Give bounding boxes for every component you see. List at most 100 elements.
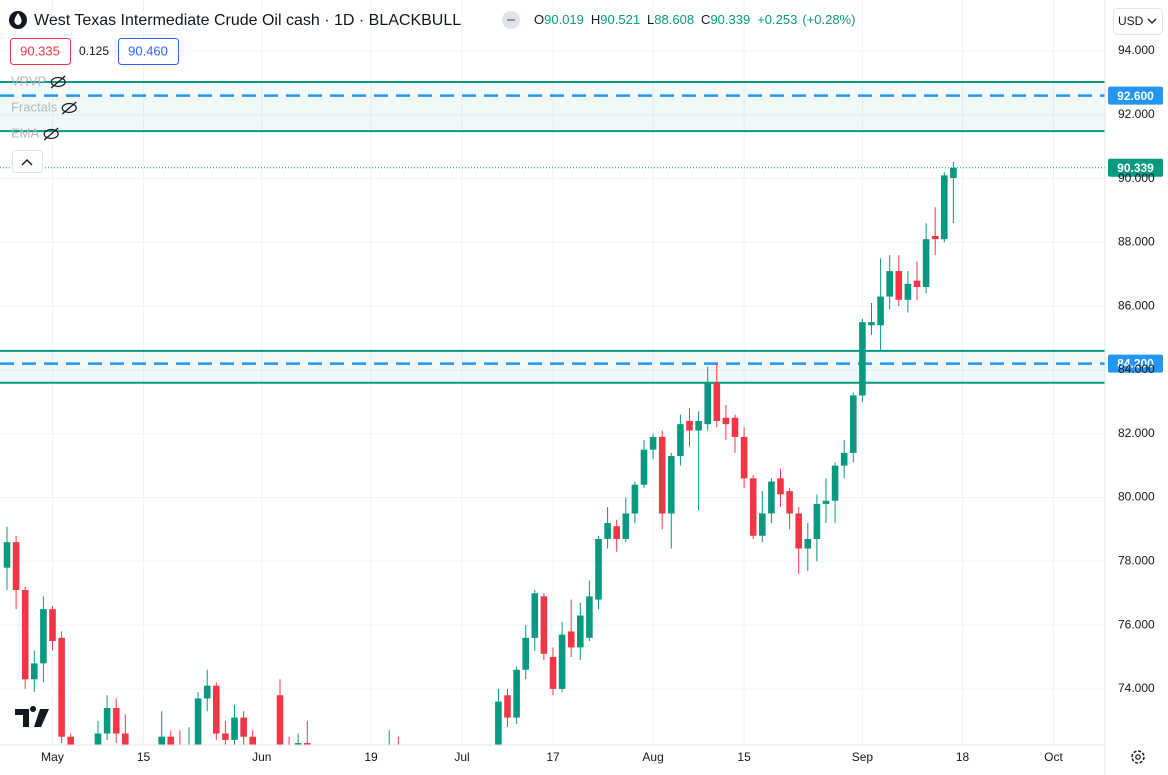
candle-body	[713, 382, 721, 421]
candle-body	[240, 717, 247, 737]
candle-body	[804, 538, 812, 549]
candle-body	[286, 746, 293, 756]
candle-body	[622, 513, 630, 539]
ohlc-label: C	[701, 12, 710, 27]
x-tick-label: Jul	[454, 750, 469, 764]
candle-body	[740, 436, 748, 479]
x-tick-label: 17	[546, 750, 560, 764]
candle-body	[749, 478, 757, 536]
zone	[0, 81, 1105, 132]
bid-price: 90.335	[20, 43, 60, 58]
candle-body	[777, 478, 784, 495]
candle-body	[940, 175, 948, 240]
y-tick-label: 74.000	[1118, 681, 1155, 695]
candle-body	[504, 695, 511, 718]
logo	[15, 706, 49, 727]
hidden-icon[interactable]	[61, 102, 77, 114]
candle-body	[540, 596, 548, 654]
change-percent: (+0.28%)	[802, 12, 855, 27]
y-tick-label: 80.000	[1118, 490, 1155, 504]
candle-body	[40, 609, 47, 664]
candle-body	[459, 769, 466, 775]
candle-body	[649, 436, 657, 450]
candle-body	[695, 420, 702, 431]
candle-body	[758, 513, 766, 536]
x-tick-label: 15	[137, 750, 151, 764]
candle-body	[904, 283, 912, 300]
candle-body	[768, 481, 775, 514]
candle-body	[186, 746, 193, 765]
candle-body	[913, 280, 921, 288]
currency-label: USD	[1118, 14, 1144, 28]
ask-price: 90.460	[128, 43, 168, 58]
candle-body	[395, 746, 402, 752]
x-tick-label: 18	[956, 750, 970, 764]
candle-body	[377, 769, 384, 775]
candle-body	[840, 452, 848, 466]
candle-body	[177, 746, 184, 765]
candle-body	[194, 698, 202, 745]
candle-body	[922, 239, 930, 288]
hidden-icon[interactable]	[50, 76, 66, 88]
candle-body	[21, 590, 29, 680]
candle-body	[167, 736, 175, 745]
candle-body	[877, 296, 884, 326]
candle-body	[704, 382, 711, 425]
candle-body	[276, 695, 284, 745]
dropdown-icon	[1147, 18, 1157, 24]
zone	[0, 350, 1105, 383]
y-tick-label: 84.000	[1118, 362, 1155, 376]
candle-body	[103, 708, 111, 734]
x-tick-label: Sep	[852, 750, 874, 764]
candle-body	[441, 765, 448, 775]
candle-body	[313, 749, 320, 775]
candle-body	[249, 736, 257, 745]
last-price-box	[1108, 158, 1163, 177]
candle-body	[94, 733, 102, 745]
x-tick-label: Jun	[252, 750, 271, 764]
candle-body	[549, 656, 557, 689]
x-tick-label: May	[41, 750, 64, 764]
candle-body	[77, 759, 84, 769]
ohlc-value: 90.521	[600, 12, 640, 27]
candle-body	[895, 271, 903, 300]
candle-body	[667, 456, 675, 514]
candle-body	[149, 756, 156, 769]
candle-body	[731, 417, 739, 437]
candle-body	[231, 717, 238, 740]
y-tick-label: 86.000	[1118, 298, 1155, 312]
hidden-icon[interactable]	[43, 128, 59, 140]
ohlc-label: L	[647, 12, 654, 27]
candle-body	[294, 743, 302, 745]
candle-body	[513, 669, 520, 718]
ohlc-value: 90.339	[710, 12, 750, 27]
candle-body	[822, 500, 830, 504]
ohlc-label: O	[534, 12, 544, 27]
candle-body	[577, 615, 584, 648]
settings-icon-center	[1135, 754, 1141, 760]
level-price-box	[1108, 86, 1163, 105]
ohlc-value: 88.608	[654, 12, 694, 27]
hidden-icon-slash	[43, 127, 59, 141]
y-tick-label: 88.000	[1118, 235, 1155, 249]
settings-icon[interactable]	[1131, 750, 1145, 764]
candle-body	[686, 420, 693, 431]
legend-collapse[interactable]	[12, 150, 43, 173]
candle-body	[86, 756, 93, 769]
currency-button[interactable]	[1113, 8, 1163, 35]
last-price-label: 90.339	[1117, 161, 1154, 175]
candle-body	[386, 746, 393, 768]
bid-button[interactable]	[10, 38, 71, 65]
candle-body	[658, 436, 666, 514]
level-price-label: 84.200	[1117, 357, 1154, 371]
chart-title: West Texas Intermediate Crude Oil cash ·…	[34, 12, 461, 29]
candle-body	[595, 538, 602, 600]
ask-button[interactable]	[118, 38, 179, 65]
candle-body	[350, 765, 357, 775]
candle-body	[158, 736, 166, 745]
candle-body	[112, 708, 120, 734]
candle-body	[849, 395, 857, 453]
y-tick-label: 92.000	[1118, 107, 1155, 121]
candle-body	[831, 465, 839, 501]
